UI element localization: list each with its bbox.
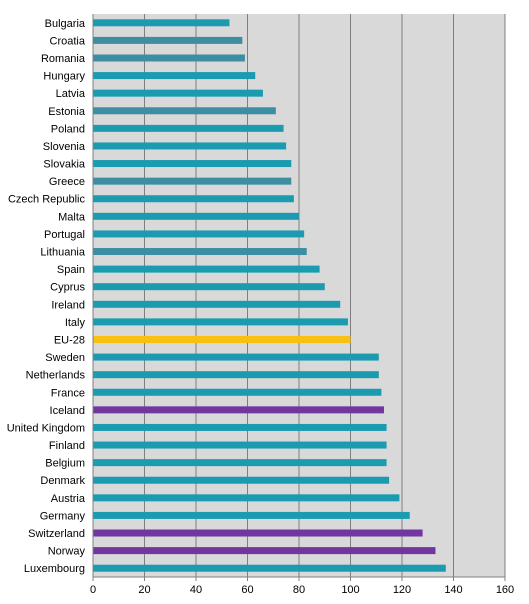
bar xyxy=(93,318,348,326)
x-tick-label: 100 xyxy=(341,584,359,596)
category-label: EU-28 xyxy=(54,334,85,346)
category-label: Switzerland xyxy=(28,528,85,540)
category-label: Slovenia xyxy=(43,141,86,153)
bar xyxy=(93,124,284,132)
bars xyxy=(93,19,446,572)
category-label: Romania xyxy=(41,53,86,65)
category-label: Iceland xyxy=(50,405,85,417)
bar xyxy=(93,564,446,572)
bar xyxy=(93,160,292,168)
category-label: Denmark xyxy=(40,475,85,487)
x-tick-label: 80 xyxy=(293,584,305,596)
category-label: Austria xyxy=(51,493,86,505)
category-label: Sweden xyxy=(45,352,85,364)
category-label: United Kingdom xyxy=(7,422,85,434)
bar xyxy=(93,388,382,396)
bar xyxy=(93,54,245,62)
category-label: Greece xyxy=(49,176,85,188)
category-label: Luxembourg xyxy=(24,563,85,575)
category-label: Slovakia xyxy=(43,159,85,171)
bar xyxy=(93,441,387,449)
category-label: Malta xyxy=(58,211,86,223)
category-label: Norway xyxy=(48,546,86,558)
bar xyxy=(93,248,307,256)
bar xyxy=(93,89,263,97)
category-label: Spain xyxy=(57,264,85,276)
x-tick-label: 160 xyxy=(496,584,514,596)
category-label: Germany xyxy=(40,510,86,522)
x-axis-ticks: 0 20 40 60 80 100 120 140 160 xyxy=(90,577,514,596)
x-tick-label: 60 xyxy=(241,584,253,596)
category-label: Cyprus xyxy=(50,282,85,294)
x-tick-label: 140 xyxy=(444,584,462,596)
bar xyxy=(93,459,387,467)
bar xyxy=(93,107,276,115)
x-tick-label: 20 xyxy=(138,584,150,596)
bar xyxy=(93,300,341,308)
bar xyxy=(93,406,384,414)
bar xyxy=(93,142,287,150)
category-label: Czech Republic xyxy=(8,194,86,206)
bar xyxy=(93,423,387,431)
category-label: Croatia xyxy=(50,35,86,47)
x-tick-label: 120 xyxy=(393,584,411,596)
bar xyxy=(93,230,305,238)
category-label: Portugal xyxy=(44,229,85,241)
bar xyxy=(93,511,410,519)
category-label: Poland xyxy=(51,123,85,135)
category-label: Estonia xyxy=(48,106,86,118)
bar xyxy=(93,265,320,273)
bar xyxy=(93,529,423,537)
category-label: Lithuania xyxy=(40,247,86,259)
bar xyxy=(93,36,243,44)
bar xyxy=(93,19,230,27)
category-label: Hungary xyxy=(43,71,85,83)
category-label: France xyxy=(51,387,85,399)
bar xyxy=(93,212,299,220)
bar xyxy=(93,177,292,185)
bar xyxy=(93,476,390,484)
x-tick-label: 0 xyxy=(90,584,96,596)
bar xyxy=(93,335,351,343)
x-tick-label: 40 xyxy=(190,584,202,596)
bar xyxy=(93,283,325,291)
category-label: Finland xyxy=(49,440,85,452)
bar xyxy=(93,494,400,502)
category-label: Italy xyxy=(65,317,86,329)
bar xyxy=(93,72,256,80)
bar xyxy=(93,353,379,361)
bar xyxy=(93,195,294,203)
category-label: Belgium xyxy=(45,458,85,470)
bar xyxy=(93,371,379,379)
category-label: Netherlands xyxy=(26,370,86,382)
category-label: Latvia xyxy=(56,88,86,100)
y-axis-labels: Bulgaria Croatia Romania Hungary Latvia Eston… xyxy=(7,18,86,575)
category-label: Bulgaria xyxy=(45,18,86,30)
bar xyxy=(93,547,436,555)
category-label: Ireland xyxy=(51,299,85,311)
